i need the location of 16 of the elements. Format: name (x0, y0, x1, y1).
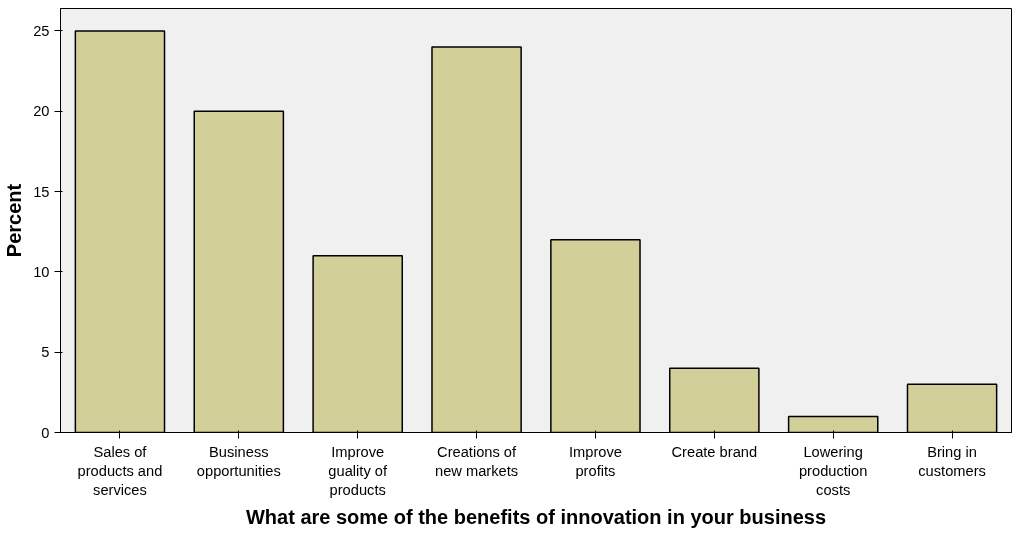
x-tick-label: Bring in customers (918, 443, 986, 479)
y-tick-label: 15 (33, 183, 50, 200)
y-tick-label: 25 (33, 22, 50, 39)
y-tick-label: 0 (41, 424, 50, 441)
y-tick-label: 10 (33, 263, 50, 280)
y-tick-label: 20 (33, 103, 50, 120)
x-tick-label: Creations of new markets (435, 443, 519, 479)
x-tick-label: Improve profits (568, 443, 622, 479)
x-tick-label: Improve guality of products (328, 443, 388, 498)
y-tick-label: 5 (41, 344, 50, 361)
x-tick-label: Business opportunities (196, 443, 281, 479)
x-tick-label: Lowering production costs (798, 443, 868, 498)
x-axis-title: What are some of the benefits of innovation in your business (245, 505, 827, 528)
x-tick-label: Create brand (671, 443, 758, 460)
y-axis-title: Percent (3, 183, 26, 258)
x-tick-label: Sales of products and services (77, 443, 163, 498)
